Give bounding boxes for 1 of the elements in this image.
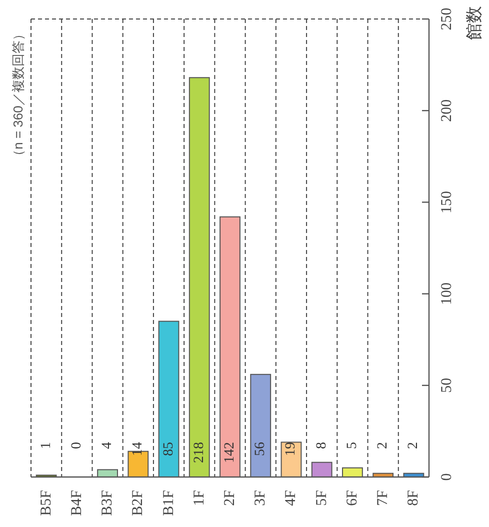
annotation: （n = 360／複数回答） bbox=[10, 28, 26, 162]
